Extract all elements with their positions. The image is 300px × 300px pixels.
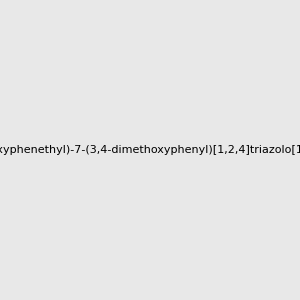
Text: 2-(3,4-Dimethoxyphenethyl)-7-(3,4-dimethoxyphenyl)[1,2,4]triazolo[1,5-a]pyrimidi: 2-(3,4-Dimethoxyphenethyl)-7-(3,4-dimeth… bbox=[0, 145, 300, 155]
